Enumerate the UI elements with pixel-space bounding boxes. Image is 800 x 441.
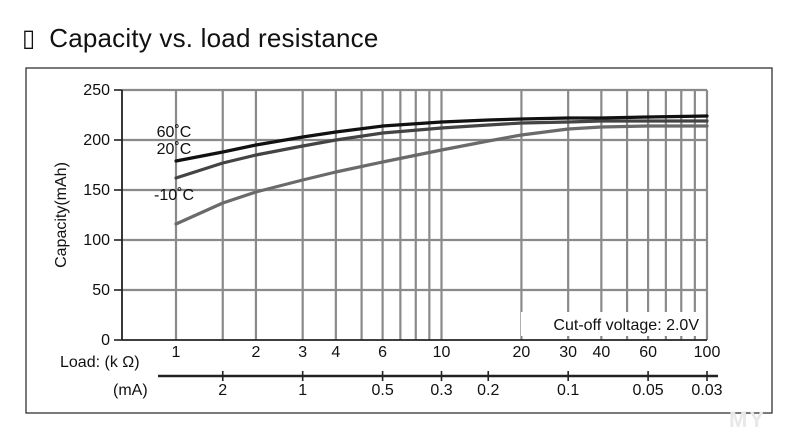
x-tick-label: 60 — [639, 344, 657, 361]
ma-tick-label: 2 — [218, 382, 227, 399]
ma-tick-label: 1 — [298, 382, 307, 399]
series-label-0: 60˚C — [157, 124, 192, 141]
series-line-1 — [174, 119, 709, 180]
x-tick-label: 10 — [433, 344, 451, 361]
watermark: MY — [729, 407, 766, 432]
y-tick-label: 200 — [83, 132, 110, 149]
series-line-2 — [174, 124, 709, 226]
y-axis-title: Capacity(mAh) — [53, 162, 70, 268]
series-label-1: 20˚C — [157, 141, 192, 158]
series-line-0 — [174, 114, 709, 163]
y-tick-label: 0 — [101, 332, 110, 349]
annotation-background — [521, 312, 703, 336]
ma-axis-title: (mA) — [113, 382, 148, 399]
x-tick-label: 2 — [251, 344, 260, 361]
x-tick-label: 3 — [298, 344, 307, 361]
ma-tick-label: 0.3 — [430, 382, 452, 399]
y-tick-label: 150 — [83, 182, 110, 199]
ma-tick-label: 0.1 — [557, 382, 579, 399]
x-tick-label: 40 — [592, 344, 610, 361]
ma-tick-label: 0.2 — [477, 382, 499, 399]
x-tick-label: 20 — [513, 344, 531, 361]
x-tick-label: 1 — [172, 344, 181, 361]
y-tick-label: 100 — [83, 232, 110, 249]
ma-tick-label: 0.5 — [371, 382, 393, 399]
page-title: Capacity vs. load resistance — [49, 22, 379, 53]
x-tick-label: 30 — [559, 344, 577, 361]
series-label-2: -10˚C — [154, 187, 194, 204]
cutoff-annotation: Cut-off voltage: 2.0V — [553, 317, 699, 334]
chart-heading: ▯ Capacity vs. load resistance — [22, 18, 379, 58]
bullet-icon: ▯ — [22, 24, 36, 52]
ma-tick-label: 0.03 — [691, 382, 722, 399]
x-tick-label: 4 — [331, 344, 340, 361]
x-tick-label: 100 — [694, 344, 721, 361]
x-tick-label: 6 — [378, 344, 387, 361]
chart-frame — [25, 67, 773, 414]
y-tick-label: 50 — [92, 282, 110, 299]
ma-tick-label: 0.05 — [633, 382, 664, 399]
x-axis-title: Load: (k Ω) — [60, 354, 140, 371]
y-tick-label: 250 — [83, 82, 110, 99]
